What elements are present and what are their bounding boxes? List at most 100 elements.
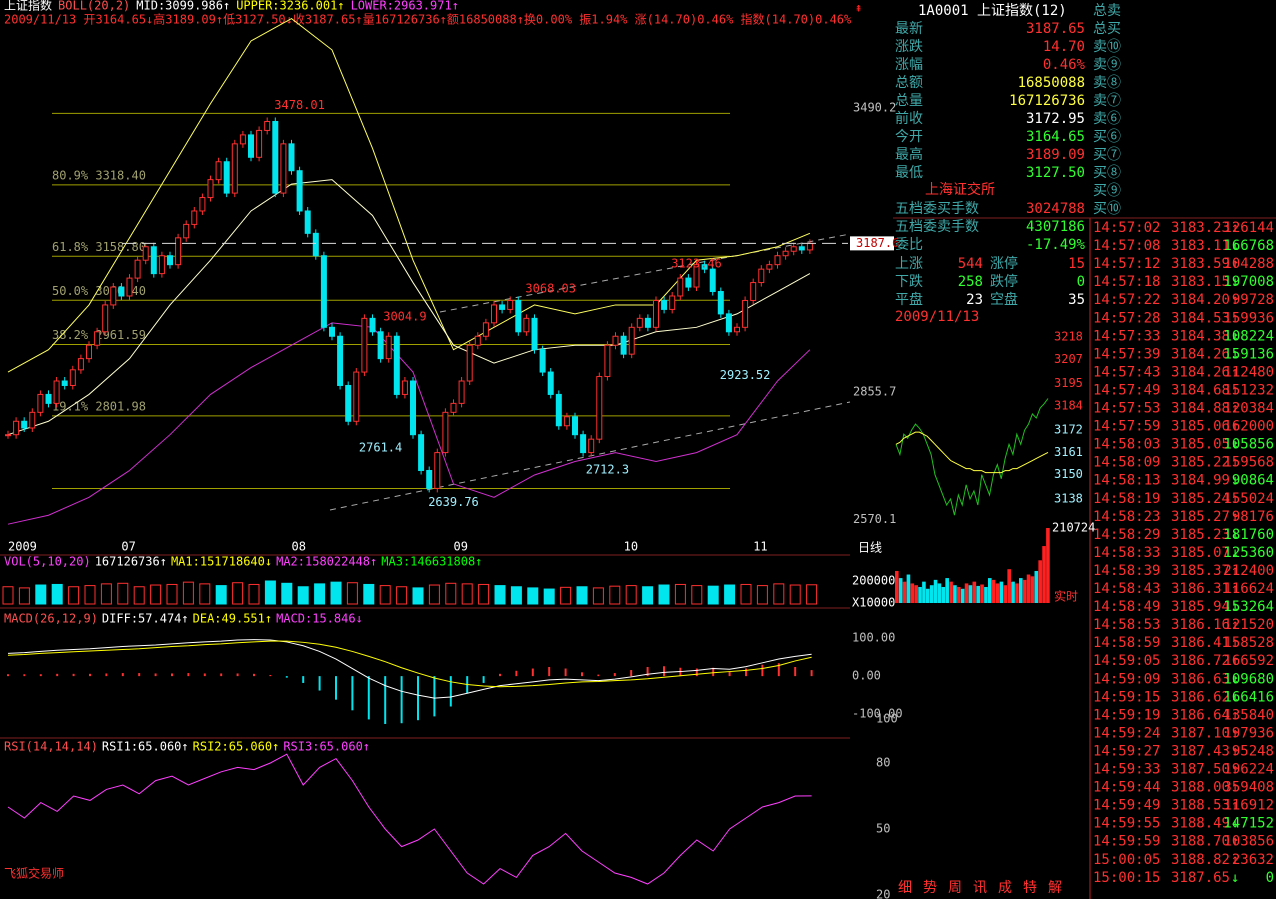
tab[interactable]: 周 [948,880,962,896]
tick-time: 14:57:49 [1093,382,1160,398]
tick-time: 14:58:43 [1093,581,1160,597]
tick-volume: 105856 [1223,437,1274,453]
volume-bar [215,585,227,605]
candle [572,416,578,436]
panel-legend: DEA:49.551↑ [193,612,272,626]
candle [482,322,489,337]
quote-label: 最新 [895,21,923,37]
candle [442,411,449,454]
tick-price: 3184.26 [1171,346,1230,362]
candle [750,282,757,301]
tick-direction: ↓ [1231,437,1239,453]
tick-direction: ↑ [1231,455,1239,471]
intraday-volume [922,581,926,603]
candle [758,268,765,284]
tick-volume: 116624 [1223,581,1274,597]
candle [158,255,165,275]
intraday-volume [929,585,934,603]
volume-bar [51,583,63,605]
y-tick-label: 100.00 [852,631,895,645]
candle [175,237,182,266]
tick-direction: ↑ [1231,292,1239,308]
tick-volume: 109680 [1223,671,1274,687]
tick-direction: ↓ [1231,328,1239,344]
volume-bar [68,586,80,605]
breadth-value: 544 [958,256,983,272]
tick-time: 14:58:39 [1093,563,1160,579]
last-price-box [850,236,894,251]
y-tick-label: 50 [876,822,890,836]
y-tick-label: 20 [876,888,890,899]
tick-price: 3187.65 [1171,870,1230,886]
candle [288,143,295,172]
candle [734,326,740,333]
tick-price: 3186.63 [1171,671,1230,687]
tab[interactable]: 解 [1048,880,1062,896]
candle [102,304,109,333]
tab[interactable]: 讯 [973,880,987,896]
tick-volume: 0 [1266,870,1274,886]
candle [264,120,271,131]
panel-legend: RSI(14,14,14) [4,740,98,754]
tick-time: 15:00:05 [1093,852,1160,868]
tick-direction: ↑ [1231,364,1239,380]
intraday-volume [918,586,922,603]
intraday-volume [1003,585,1008,603]
panel-legend: VOL(5,10,20) [4,555,91,569]
y-tick-label: 3218 [1054,330,1083,344]
intraday-volume [941,586,946,603]
candle [345,384,352,422]
live-label: 实时 [1054,589,1078,604]
tab[interactable]: 成 [998,880,1012,896]
candle [410,380,416,436]
tick-direction: ↓ [1231,689,1239,705]
y-tick-label: 80 [876,756,890,770]
tick-volume: 159936 [1223,310,1274,326]
intraday-volume [1011,581,1015,603]
tick-direction: ↑ [1231,743,1239,759]
price-annotation: 2712.3 [586,463,629,477]
tick-volume: 196224 [1223,762,1274,778]
candle [256,129,263,158]
x-tick-label: 08 [292,540,306,554]
volume-bar [724,584,736,605]
order-book-label: 总买 [1093,21,1121,37]
tab[interactable]: 特 [1023,880,1037,896]
volume-bar [199,583,211,605]
tick-price: 3184.88 [1171,401,1230,417]
tick-direction: ↑ [1231,256,1239,272]
tick-direction: ↑ [1231,762,1239,778]
candle [677,277,684,297]
volume-bar [494,585,506,605]
tab[interactable]: 细 [898,880,912,896]
volume-bar [396,586,408,605]
quote-title: 1A0001 上证指数(12) [918,3,1067,19]
quote-value: 16850088 [1018,75,1085,91]
tick-time: 14:59:33 [1093,762,1160,778]
volume-bar [592,587,604,605]
tick-volume: 120384 [1223,401,1274,417]
tab[interactable]: 势 [923,880,937,896]
candle [69,369,76,386]
volume-bar [117,582,129,605]
y-tick-label: 3161 [1054,445,1083,459]
order-label: 五档委买手数 [895,201,979,217]
quote-label: 最高 [895,146,923,163]
order-book-label: 卖⑧ [1093,75,1121,91]
intraday-volume [957,586,961,603]
alert-icon[interactable]: ⇞ [855,1,862,15]
tick-direction: ↓ [1231,545,1239,561]
brand: 飞狐交易师 [4,866,64,881]
volume-bar [642,586,654,605]
volume-bar [363,583,375,605]
intraday-volume [949,581,953,603]
tick-volume: 95248 [1232,743,1274,759]
tick-price: 3188.82 [1171,852,1230,868]
tick-price: 3186.16 [1171,617,1230,633]
quote-label: 前收 [895,110,923,127]
tick-direction: ↑ [1231,401,1239,417]
intraday-volume [1042,546,1046,603]
tick-price: 3183.15 [1171,274,1230,290]
quote-date: 2009/11/13 [895,309,979,325]
y-tick-label: 3184 [1054,398,1083,412]
